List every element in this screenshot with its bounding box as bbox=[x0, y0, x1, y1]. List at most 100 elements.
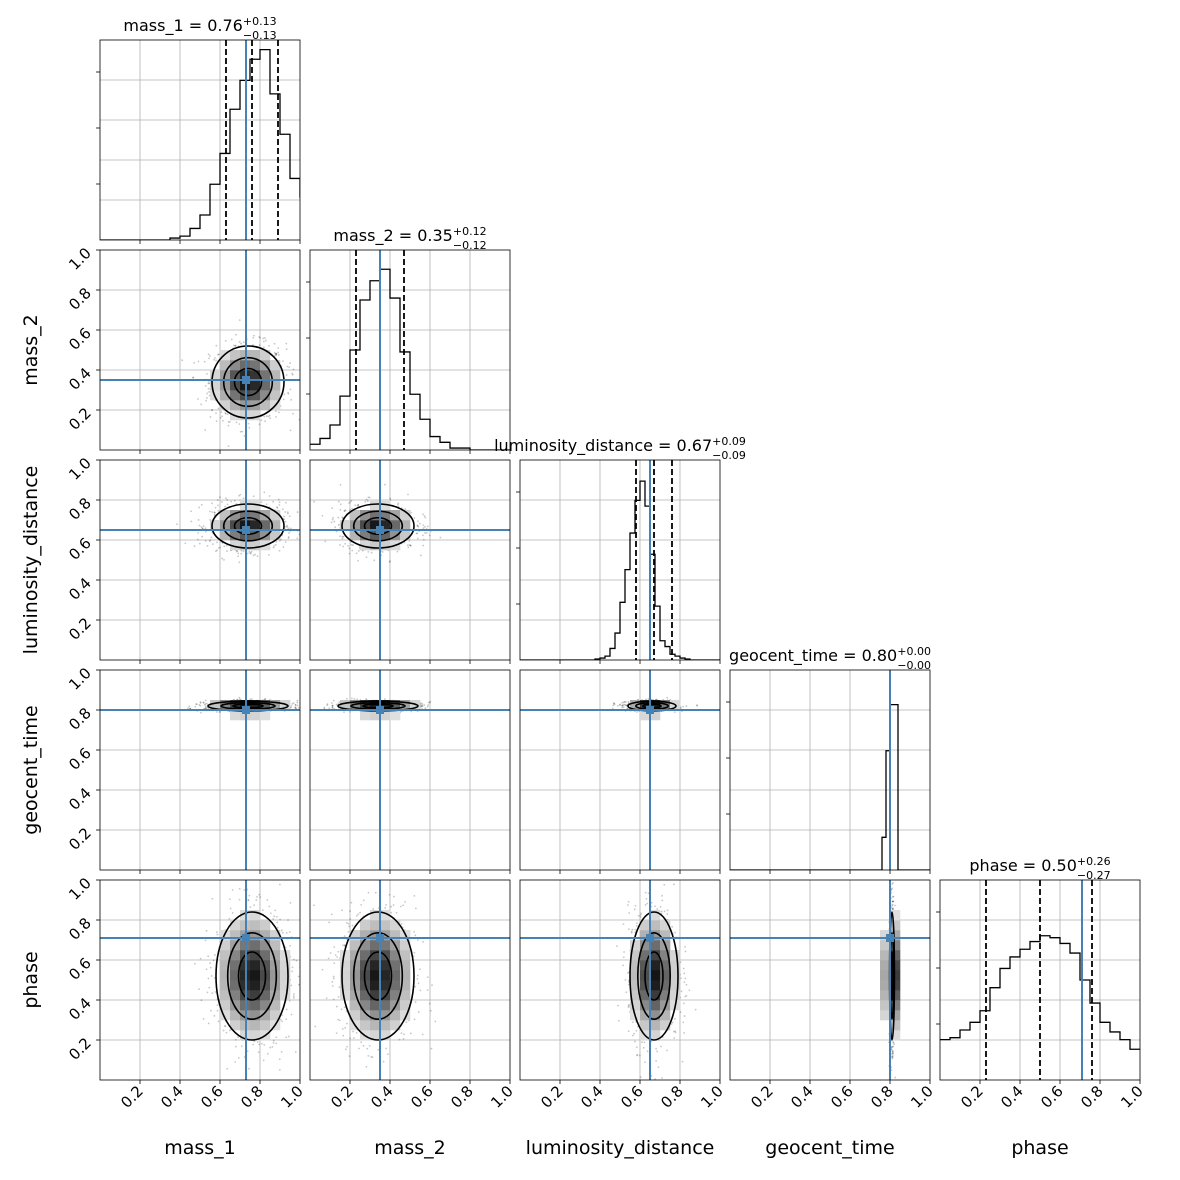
sample-point bbox=[326, 704, 329, 707]
sample-point bbox=[355, 552, 358, 555]
sample-point bbox=[890, 1069, 893, 1072]
density-cell bbox=[370, 1000, 381, 1011]
contour-line bbox=[352, 510, 404, 542]
density-cell bbox=[650, 1000, 661, 1011]
sample-point bbox=[252, 1043, 254, 1046]
sample-point bbox=[202, 701, 205, 704]
axes-frame bbox=[729, 669, 931, 871]
sample-point bbox=[384, 906, 387, 909]
sample-point bbox=[276, 926, 279, 929]
sample-point bbox=[211, 543, 214, 546]
sample-point bbox=[289, 388, 292, 391]
density-cell bbox=[250, 1000, 261, 1011]
sample-point bbox=[329, 952, 332, 954]
sample-point bbox=[216, 1009, 219, 1012]
sample-point bbox=[347, 544, 349, 547]
sample-point bbox=[358, 1047, 360, 1050]
density-cell bbox=[230, 350, 241, 361]
sample-point bbox=[679, 1011, 682, 1014]
density-cell bbox=[210, 370, 221, 381]
sample-point bbox=[273, 915, 276, 918]
sample-point bbox=[423, 704, 426, 706]
sample-point bbox=[269, 417, 272, 420]
density-cell bbox=[650, 940, 661, 951]
sample-point bbox=[239, 698, 242, 701]
density-cell bbox=[280, 960, 291, 971]
sample-point bbox=[281, 1014, 283, 1017]
sample-point bbox=[439, 536, 442, 539]
sample-point bbox=[421, 1033, 424, 1036]
pair-clip-group bbox=[310, 880, 510, 1080]
sample-point bbox=[272, 546, 275, 549]
sample-point bbox=[197, 398, 199, 400]
hist-clip-group bbox=[100, 40, 300, 240]
sample-point bbox=[666, 1049, 668, 1052]
density-cell bbox=[630, 990, 641, 1001]
sample-point bbox=[216, 549, 218, 552]
sample-point bbox=[238, 561, 241, 564]
density-cell bbox=[400, 940, 411, 951]
sample-point bbox=[189, 707, 191, 710]
sample-point bbox=[265, 415, 268, 418]
sample-point bbox=[227, 424, 230, 427]
density-cell bbox=[640, 1010, 651, 1021]
sample-point bbox=[278, 883, 281, 886]
y-tick-label: 0.4 bbox=[65, 784, 95, 814]
sample-point bbox=[290, 398, 293, 401]
sample-point bbox=[696, 704, 698, 707]
sample-point bbox=[389, 497, 392, 500]
truth-marker bbox=[886, 934, 894, 942]
density-cell bbox=[660, 1010, 671, 1021]
sample-point bbox=[367, 891, 370, 894]
density-cell bbox=[250, 970, 261, 981]
sample-point bbox=[341, 909, 343, 912]
sample-point bbox=[234, 345, 237, 347]
sample-point bbox=[390, 905, 393, 908]
sample-point bbox=[288, 999, 291, 1002]
sample-point bbox=[351, 924, 354, 927]
sample-point bbox=[258, 1043, 261, 1046]
sample-point bbox=[350, 543, 353, 546]
sample-point bbox=[225, 497, 227, 500]
sample-point bbox=[654, 1078, 657, 1080]
sample-point bbox=[187, 707, 189, 710]
sample-point bbox=[613, 703, 616, 705]
sample-point bbox=[284, 520, 287, 523]
sample-point bbox=[429, 1009, 432, 1012]
sample-point bbox=[416, 974, 419, 977]
sample-point bbox=[274, 909, 277, 912]
y-tick-label: 0.4 bbox=[65, 364, 95, 394]
sample-point bbox=[422, 524, 425, 526]
sample-point bbox=[660, 1045, 662, 1048]
sample-point bbox=[275, 915, 278, 918]
sample-point bbox=[413, 930, 416, 933]
sample-point bbox=[342, 944, 344, 947]
x-axis-label-luminosity_distance: luminosity_distance bbox=[526, 1137, 715, 1159]
y-axis-label-phase: phase bbox=[20, 951, 42, 1008]
sample-point bbox=[891, 907, 894, 910]
sample-point bbox=[209, 354, 211, 357]
sample-point bbox=[292, 412, 294, 415]
sample-point bbox=[422, 534, 424, 537]
sample-point bbox=[275, 410, 277, 412]
sample-point bbox=[275, 1036, 278, 1039]
truth-marker bbox=[242, 526, 250, 534]
sample-point bbox=[211, 992, 214, 994]
sample-point bbox=[209, 510, 211, 513]
density-cell bbox=[250, 530, 261, 541]
sample-point bbox=[198, 524, 201, 527]
density-cell bbox=[880, 980, 891, 991]
density-cell bbox=[890, 1020, 901, 1031]
sample-point bbox=[176, 523, 178, 526]
sample-point bbox=[397, 503, 399, 506]
sample-point bbox=[408, 544, 411, 546]
density-cell bbox=[220, 390, 231, 401]
sample-point bbox=[673, 711, 676, 714]
sample-point bbox=[684, 977, 687, 980]
sample-point bbox=[334, 954, 337, 956]
sample-point bbox=[680, 990, 683, 993]
sample-point bbox=[238, 319, 241, 322]
sample-point bbox=[238, 887, 241, 890]
density-cell bbox=[350, 980, 361, 991]
title-main: mass_2 = 0.35 bbox=[333, 226, 452, 246]
